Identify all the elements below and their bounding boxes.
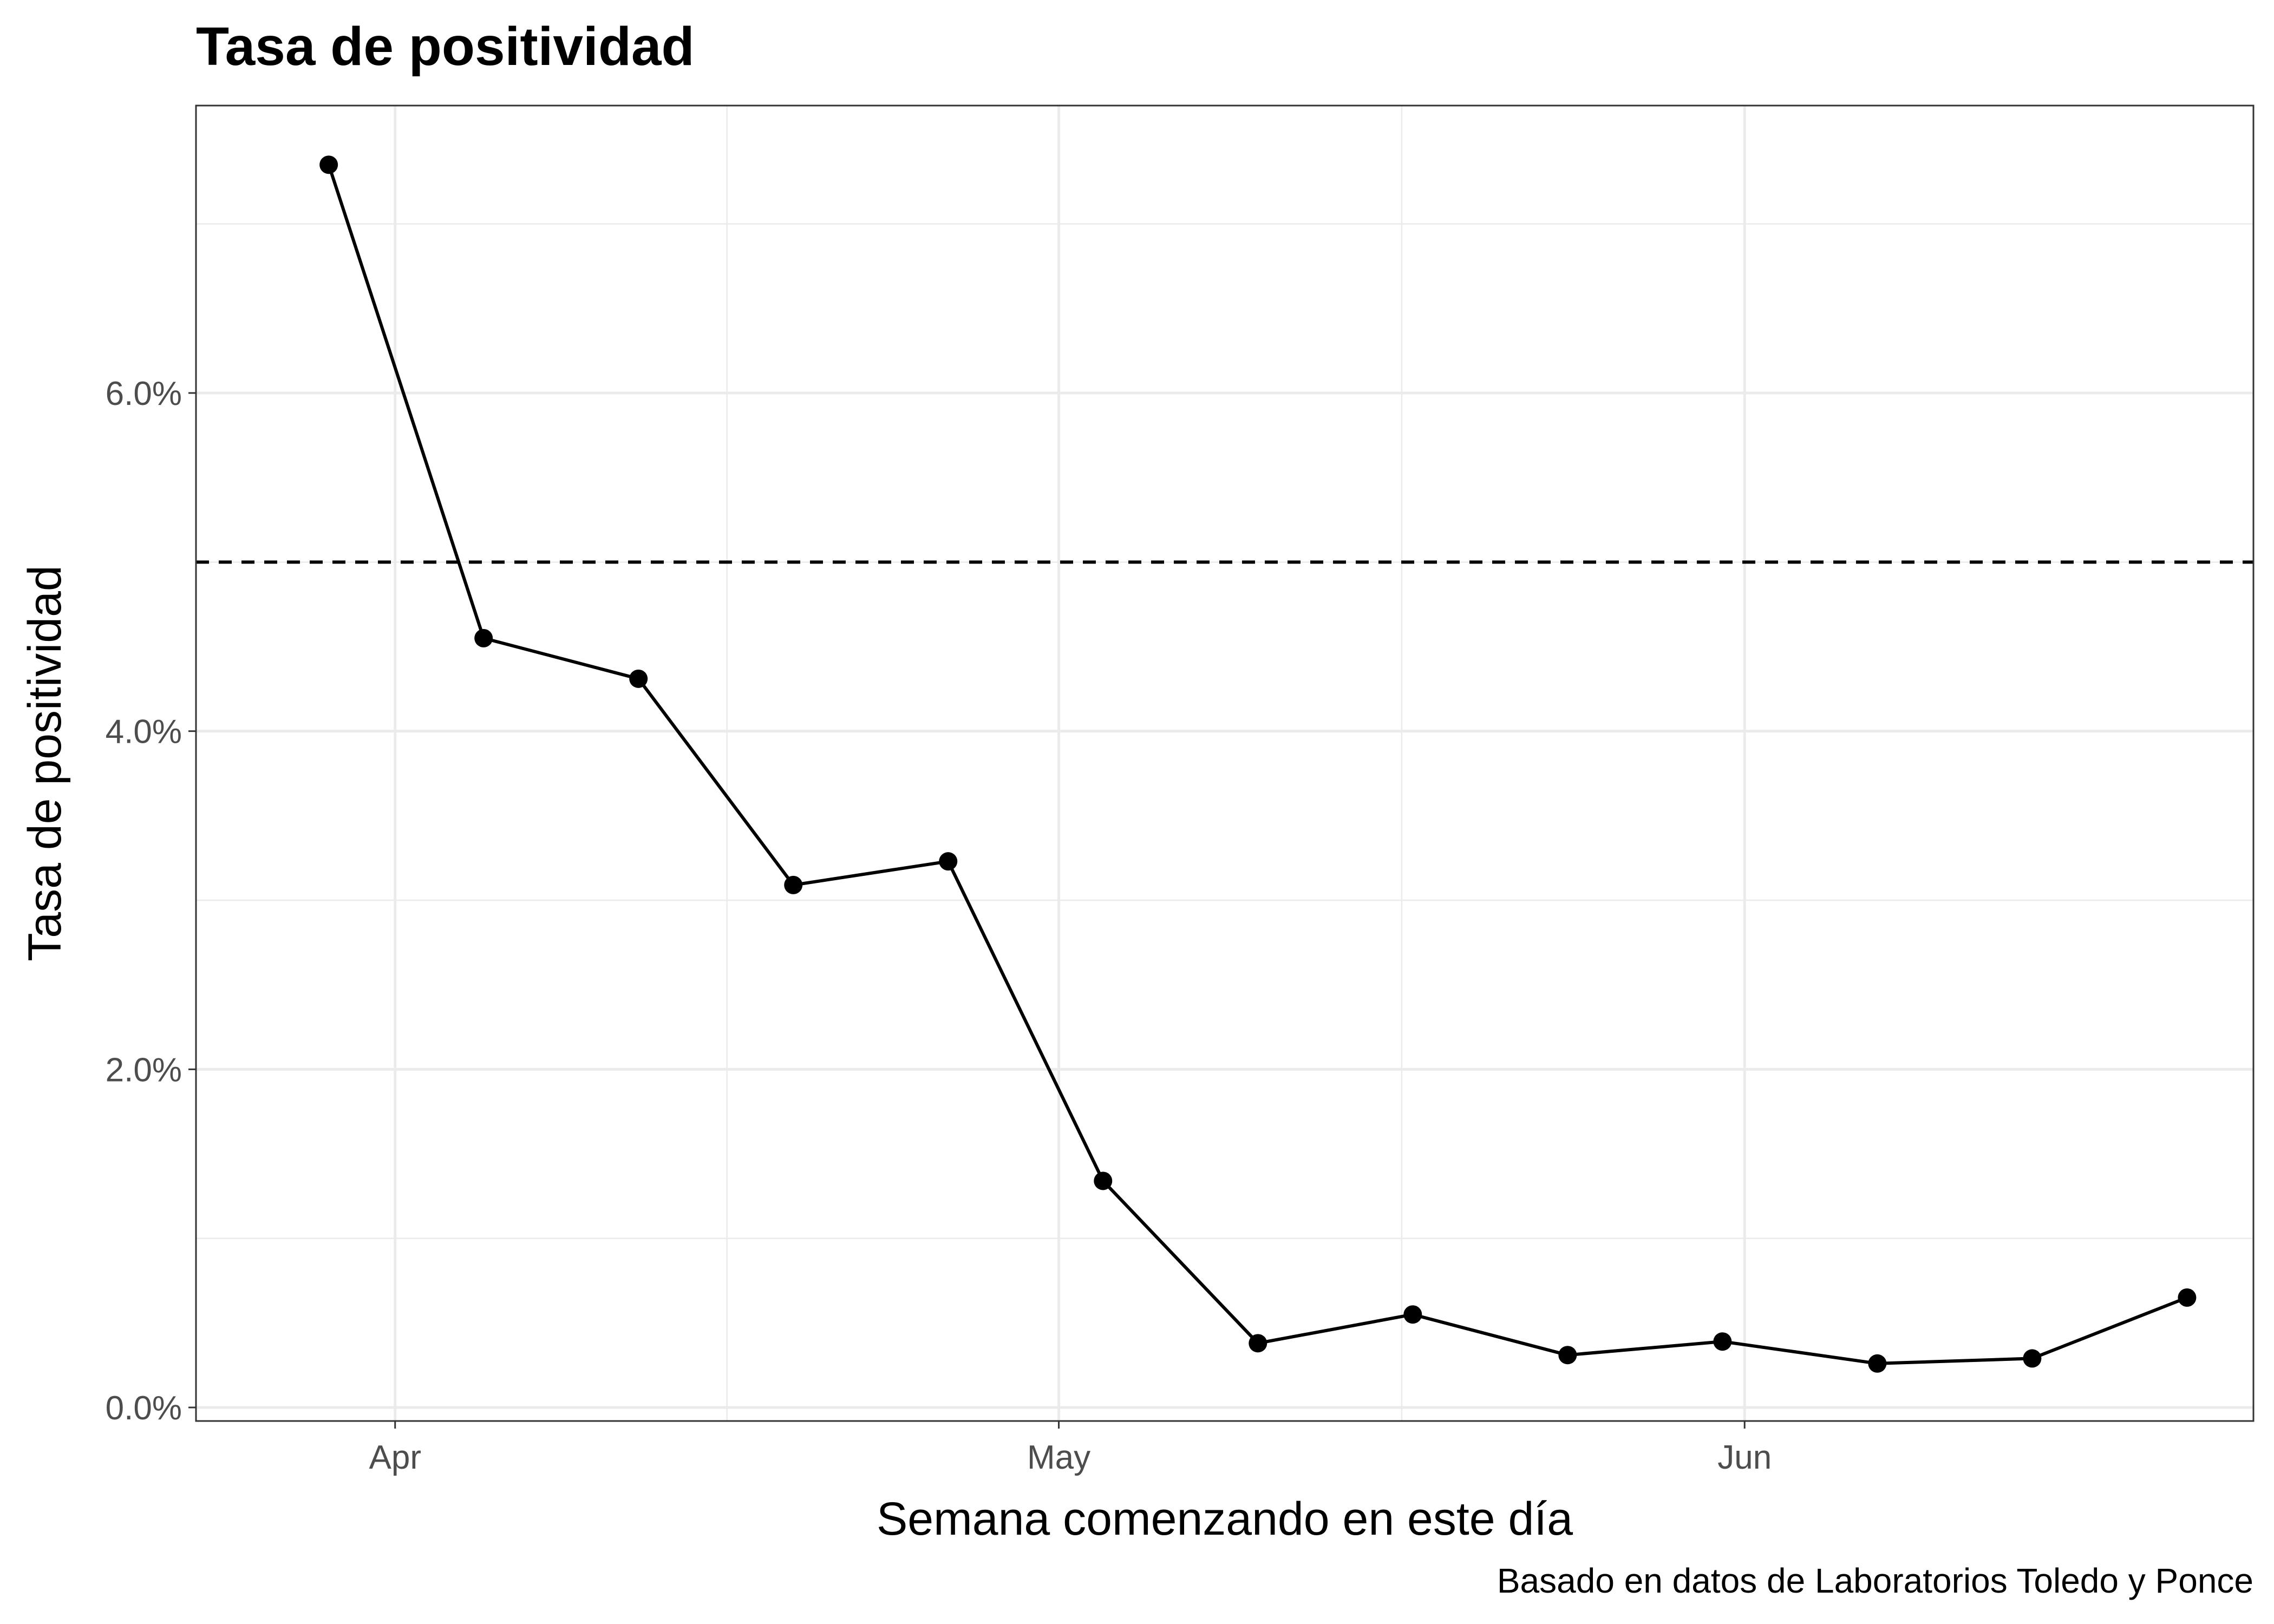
data-point xyxy=(2178,1288,2197,1307)
data-point xyxy=(939,852,958,871)
y-axis: 0.0% 2.0% 4.0% 6.0% xyxy=(106,375,196,1427)
y-tick-label: 0.0% xyxy=(106,1390,182,1427)
x-axis: Apr May Jun xyxy=(369,1421,1772,1476)
y-tick-label: 6.0% xyxy=(106,375,182,412)
x-tick-label: May xyxy=(1027,1439,1090,1476)
data-point xyxy=(784,875,803,894)
data-point xyxy=(474,628,493,647)
x-tick-label: Apr xyxy=(369,1439,421,1476)
series-group xyxy=(319,155,2197,1373)
data-point xyxy=(1868,1354,1887,1373)
data-point xyxy=(2023,1349,2042,1368)
plot-border xyxy=(195,104,2255,1422)
y-tick-label: 4.0% xyxy=(106,713,182,751)
grid-major xyxy=(196,106,2253,1421)
data-point xyxy=(1558,1346,1577,1365)
data-point xyxy=(319,155,338,174)
y-axis-title: Tasa de positividad xyxy=(19,565,71,961)
chart-caption: Basado en datos de Laboratorios Toledo y… xyxy=(1497,1561,2253,1600)
data-point xyxy=(1403,1305,1422,1324)
data-point xyxy=(629,669,648,688)
data-point xyxy=(1249,1334,1267,1353)
data-point xyxy=(1713,1332,1732,1351)
y-tick-label: 2.0% xyxy=(106,1051,182,1089)
data-point xyxy=(1094,1171,1113,1190)
plot-panel xyxy=(196,106,2253,1421)
x-tick-label: Jun xyxy=(1717,1439,1772,1476)
x-axis-title: Semana comenzando en este día xyxy=(877,1493,1573,1545)
chart-title: Tasa de positividad xyxy=(196,16,695,77)
